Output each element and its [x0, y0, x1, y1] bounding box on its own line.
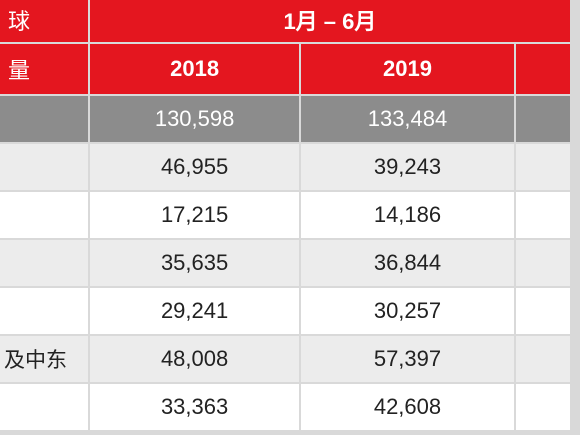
region-cell — [0, 144, 88, 190]
value-2018-cell: 46,955 — [89, 144, 300, 190]
value-2018-cell: 33,363 — [89, 384, 300, 430]
value-2018-cell: 29,241 — [89, 288, 300, 334]
year-header-2018: 2018 — [89, 44, 300, 94]
value-next-cell — [515, 384, 570, 430]
period-header: 1月 – 6月 — [89, 0, 570, 42]
value-2019-cell: 57,397 — [301, 336, 514, 382]
table-row: 35,635 36,844 — [0, 240, 570, 286]
value-2019-cell: 30,257 — [301, 288, 514, 334]
total-2019-cell: 133,484 — [301, 96, 514, 142]
table-row: 33,363 42,608 — [0, 384, 570, 430]
value-next-cell — [515, 240, 570, 286]
value-2019-cell: 14,186 — [301, 192, 514, 238]
value-2019-cell: 36,844 — [301, 240, 514, 286]
value-2019-cell: 39,243 — [301, 144, 514, 190]
value-2018-cell: 35,635 — [89, 240, 300, 286]
total-row-label — [0, 96, 88, 142]
value-2019-cell: 42,608 — [301, 384, 514, 430]
total-2018-cell: 130,598 — [89, 96, 300, 142]
table-row: 29,241 30,257 — [0, 288, 570, 334]
header-row-years: 量 2018 2019 — [0, 44, 570, 94]
total-next-cell — [515, 96, 570, 142]
region-cell: 及中东 — [0, 336, 88, 382]
region-cell — [0, 384, 88, 430]
region-cell — [0, 192, 88, 238]
table-row: 46,955 39,243 — [0, 144, 570, 190]
table-row: 及中东 48,008 57,397 — [0, 336, 570, 382]
table-row: 17,215 14,186 — [0, 192, 570, 238]
region-cell — [0, 240, 88, 286]
value-next-cell — [515, 192, 570, 238]
sales-table: 球 1月 – 6月 量 2018 2019 130,598 133,484 46… — [0, 0, 570, 430]
region-header-top: 球 — [0, 0, 88, 42]
header-row-period: 球 1月 – 6月 — [0, 0, 570, 42]
region-header-bottom: 量 — [0, 44, 88, 94]
value-2018-cell: 17,215 — [89, 192, 300, 238]
value-next-cell — [515, 336, 570, 382]
total-row: 130,598 133,484 — [0, 96, 570, 142]
value-2018-cell: 48,008 — [89, 336, 300, 382]
region-cell — [0, 288, 88, 334]
value-next-cell — [515, 288, 570, 334]
year-header-2019: 2019 — [301, 44, 514, 94]
year-header-next — [515, 44, 570, 94]
value-next-cell — [515, 144, 570, 190]
